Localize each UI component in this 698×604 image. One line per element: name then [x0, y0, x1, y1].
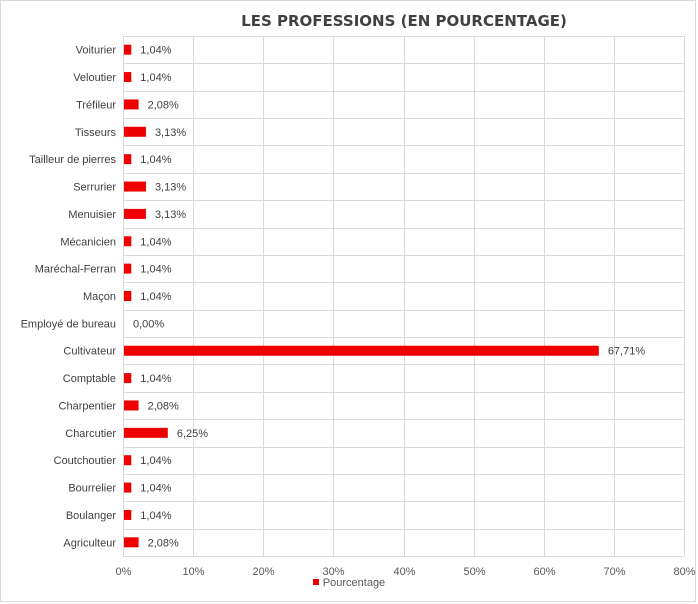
data-label: 1,04% [140, 45, 171, 57]
category-label: Charcutier [65, 428, 116, 440]
x-tick-label: 50% [463, 566, 485, 578]
bar [124, 154, 132, 165]
bar [124, 181, 146, 192]
bar [124, 345, 599, 356]
data-label: 3,13% [155, 127, 186, 139]
bar [124, 44, 132, 55]
legend-swatch [312, 579, 319, 585]
category-label: Maçon [83, 291, 116, 303]
data-label: 1,04% [140, 455, 171, 467]
data-label: 1,04% [140, 291, 171, 303]
bar [124, 455, 132, 466]
data-label: 67,71% [608, 346, 646, 358]
data-label: 6,25% [177, 428, 208, 440]
x-tick-label: 20% [252, 566, 274, 578]
x-tick-label: 80% [673, 566, 695, 578]
data-label: 1,04% [140, 72, 171, 84]
data-label: 1,04% [140, 483, 171, 495]
bar [124, 72, 132, 83]
data-label: 1,04% [140, 154, 171, 166]
legend-label: Pourcentage [322, 577, 386, 589]
category-label: Cultivateur [63, 346, 116, 358]
category-label: Serrurier [73, 182, 116, 194]
category-label: Boulanger [66, 510, 116, 522]
category-label: Coutchoutier [54, 455, 117, 467]
data-label: 2,08% [148, 400, 179, 412]
bar [124, 509, 132, 520]
bar [124, 537, 139, 548]
bar [124, 373, 132, 384]
data-label: 2,08% [148, 99, 179, 111]
category-label: Comptable [63, 373, 116, 385]
category-label: Employé de bureau [21, 318, 116, 330]
bar [124, 126, 146, 137]
data-label: 0,00% [133, 318, 164, 330]
data-label: 3,13% [155, 209, 186, 221]
data-label: 1,04% [140, 236, 171, 248]
bar [124, 291, 132, 301]
legend: Pourcentage [0, 577, 698, 589]
bar [124, 99, 139, 110]
bar [124, 208, 146, 219]
data-label: 1,04% [140, 373, 171, 385]
bar [124, 400, 139, 411]
category-label: Voiturier [76, 45, 117, 57]
x-tick-label: 10% [182, 566, 204, 578]
data-label: 3,13% [155, 182, 186, 194]
bar [124, 263, 132, 274]
x-tick-label: 30% [322, 566, 344, 578]
bar [124, 482, 132, 493]
category-label: Menuisier [68, 209, 116, 221]
data-label: 1,04% [140, 264, 171, 276]
category-label: Tisseurs [75, 127, 117, 139]
bar [124, 427, 168, 438]
data-label: 1,04% [140, 510, 171, 522]
category-label: Maréchal-Ferran [35, 264, 116, 276]
x-tick-label: 0% [116, 566, 132, 578]
category-label: Mécanicien [60, 236, 116, 248]
bar [124, 236, 132, 247]
x-tick-label: 60% [533, 566, 555, 578]
category-label: Veloutier [73, 72, 116, 84]
x-tick-label: 70% [603, 566, 625, 578]
category-label: Agriculteur [63, 537, 116, 549]
chart-title: LES PROFESSIONS (EN POURCENTAGE) [241, 12, 567, 30]
category-label: Charpentier [59, 400, 117, 412]
category-label: Bourrelier [68, 483, 116, 495]
data-label: 2,08% [148, 537, 179, 549]
category-label: Tréfileur [76, 99, 116, 111]
category-label: Tailleur de pierres [29, 154, 116, 166]
x-tick-label: 40% [393, 566, 415, 578]
